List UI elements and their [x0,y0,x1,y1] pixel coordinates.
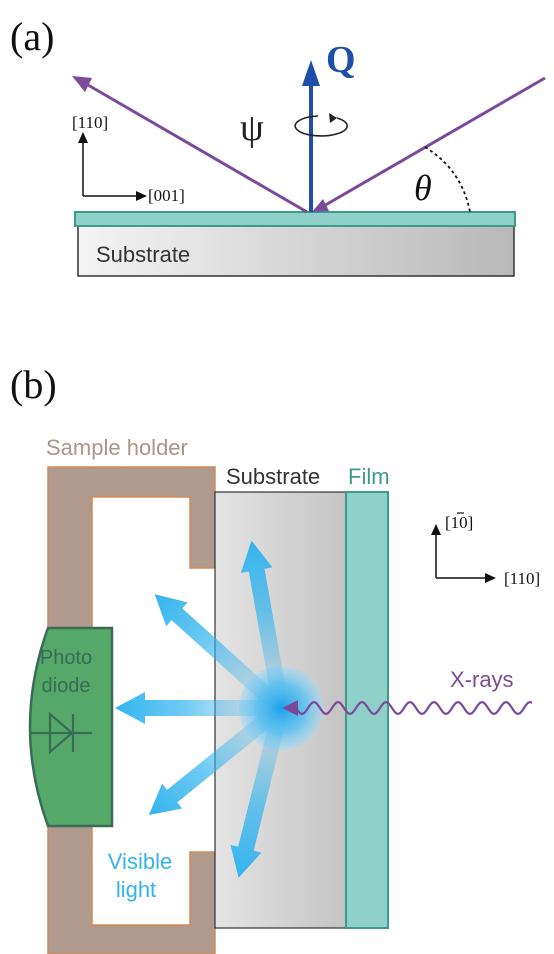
theta-arc [424,146,471,213]
diode-symbol-icon [30,711,92,755]
xray-arrowhead [282,700,298,716]
axis-001-arrowhead [136,191,147,201]
visible-light-label-line2: light [116,877,156,902]
axis-001-label: [001] [148,186,185,205]
panel-b-label: (b) [10,362,57,407]
light-arrow-left [115,692,271,724]
rotation-arrowhead [329,113,337,123]
axis-110-arrowhead-b [485,573,496,583]
photodiode-label-line1: Photo [40,647,92,669]
film-layer-a [74,211,516,227]
q-label: Q [326,39,356,81]
axis-1-10-label: [10] [445,513,473,532]
diffracted-beam-arrowhead [72,76,92,92]
incident-beam [321,76,546,209]
photodiode-label-line2: diode [42,675,91,697]
axis-110-label-b: [110] [504,569,540,588]
panel-a-label: (a) [10,14,54,59]
axis-110-label-a: [110] [72,113,108,132]
film-layer-b [345,491,389,929]
film-label: Film [348,464,390,489]
diffracted-beam [87,83,308,214]
incident-beam-arrowhead [312,199,329,212]
rotation-arrow-icon [294,115,348,137]
light-arrow-lower-left [148,708,279,815]
theta-label: θ [414,168,432,208]
q-vector-arrowhead [302,60,320,86]
panel-b: (b) Sample holder Substrate Film Photo d… [10,362,540,954]
panel-a: (a) Substrate Q ψ θ [110] [001] [10,14,546,277]
visible-light-label-line1: Visible [108,849,172,874]
axis-110-arrowhead-a [78,132,88,143]
substrate-label-b: Substrate [226,464,320,489]
light-arrow-upper-left [154,594,279,708]
axis-1-10-label-suffix: 0] [459,513,473,532]
xray-label: X-rays [450,667,514,692]
light-arrow-up [240,540,288,700]
photodiode [28,626,114,828]
light-arrows [115,540,288,878]
axis-1-10-arrowhead [431,524,441,535]
axis-1-10-label-prefix: [1 [445,513,459,532]
psi-label: ψ [240,107,264,149]
xray-wave [295,700,533,716]
substrate-block-a [77,225,515,277]
light-arrow-down [230,715,287,878]
sample-holder-label: Sample holder [46,435,188,460]
substrate-label-a: Substrate [96,242,190,267]
